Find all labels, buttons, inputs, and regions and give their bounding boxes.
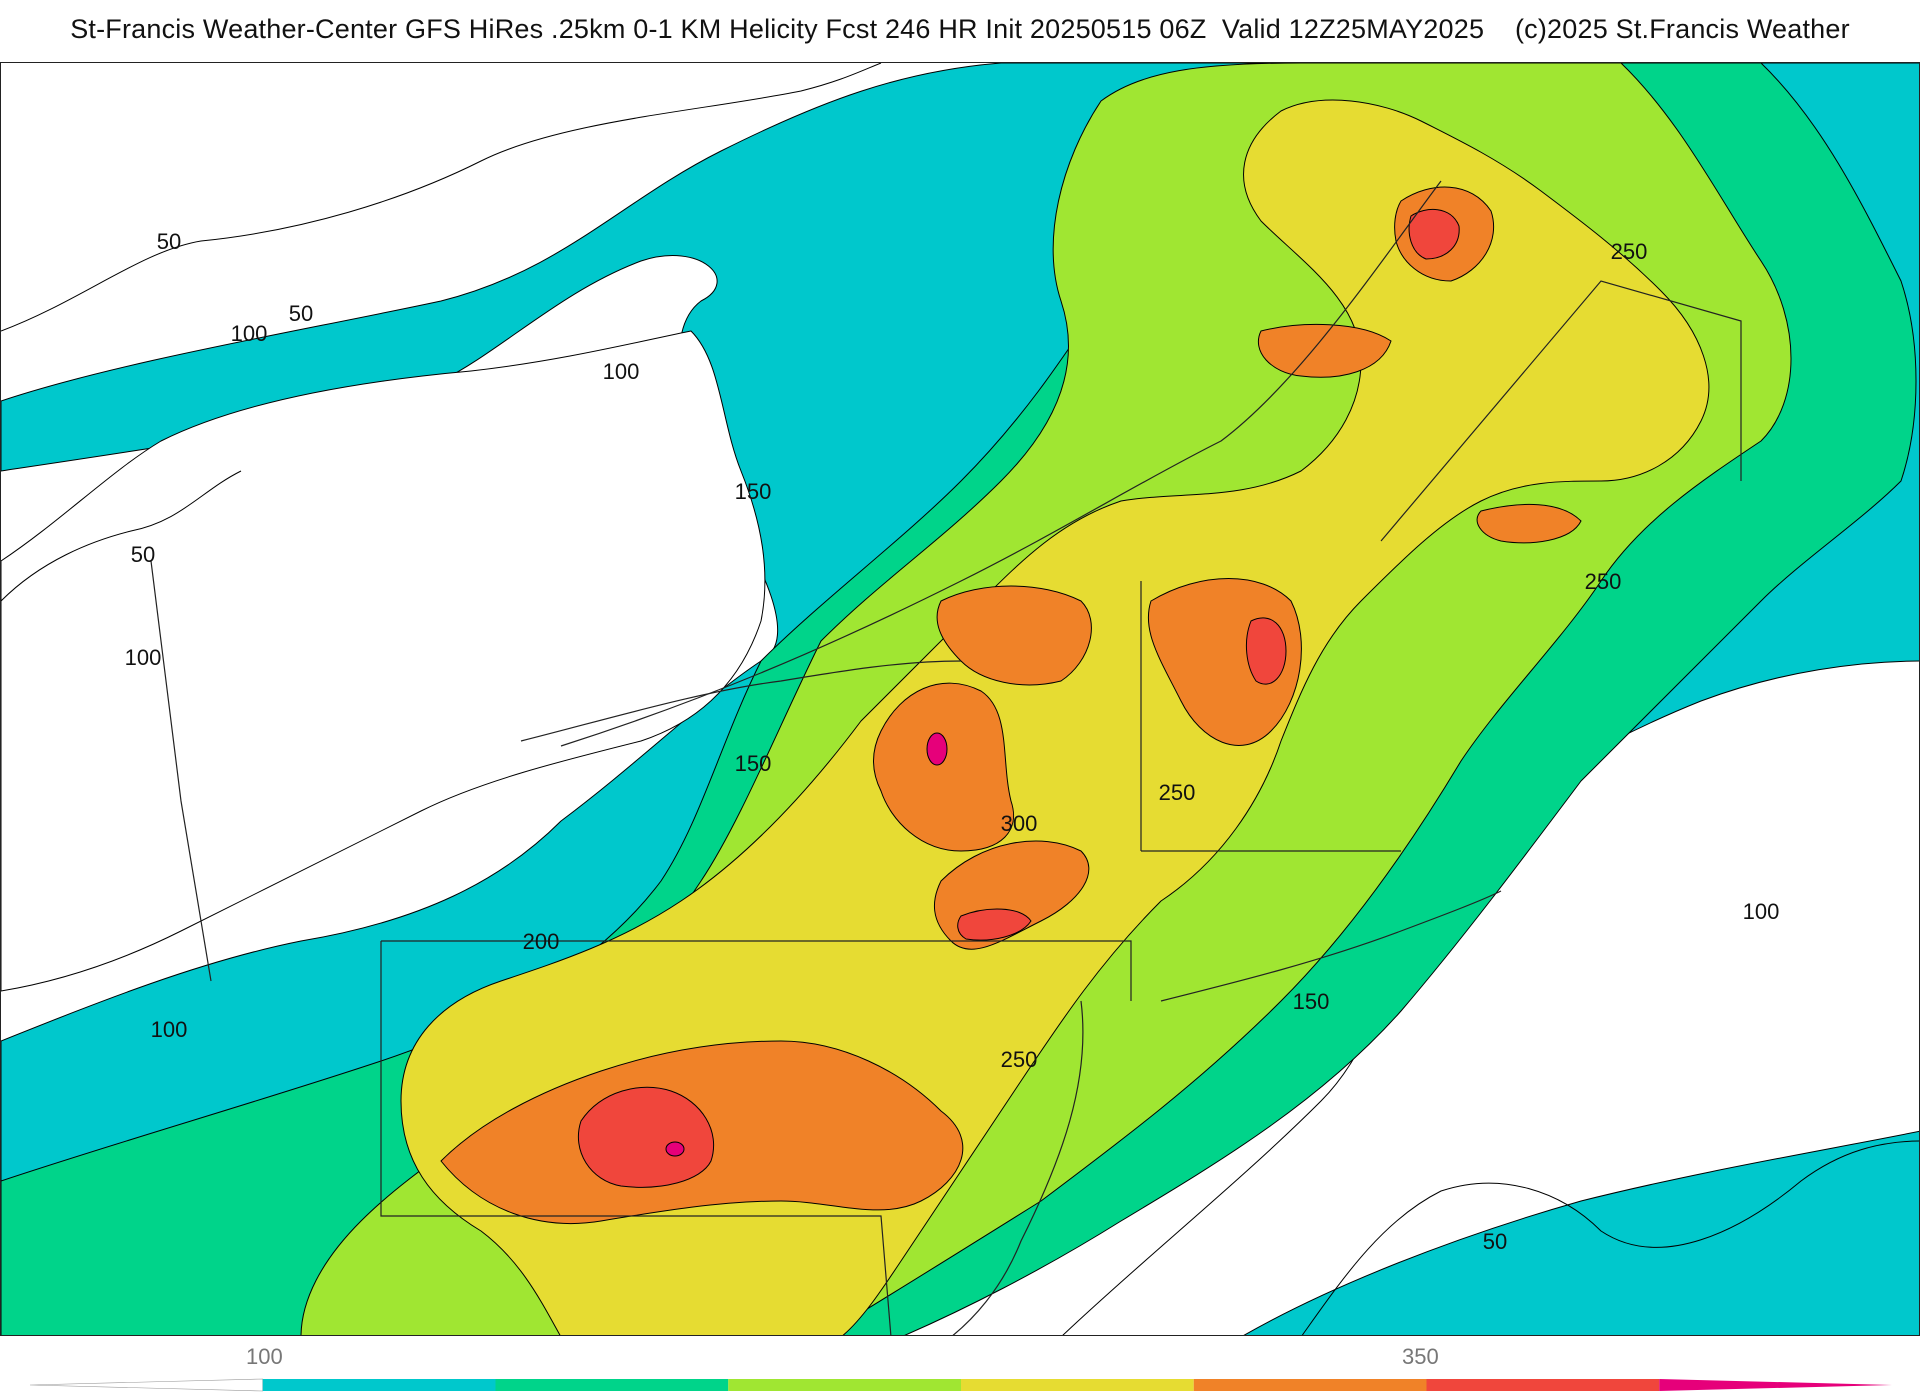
contour-fill-350b [1408, 208, 1460, 260]
chart-title: St-Francis Weather-Center GFS HiRes .25k… [70, 14, 1850, 44]
boundary-coast-nj [952, 1000, 1084, 1335]
contour-fill-350a [577, 1086, 715, 1188]
contour-fill-350d [957, 908, 1032, 941]
contour-label: 100 [231, 321, 268, 346]
boundary-pa-south [380, 941, 892, 1335]
colorbar-segment [30, 1378, 264, 1392]
colorbar-segment [1659, 1379, 1892, 1391]
contour-label: 300 [1001, 811, 1038, 836]
contour-label: 150 [1293, 989, 1330, 1014]
boundary-canada [560, 180, 1442, 747]
contour-fill-350c [1246, 617, 1287, 685]
boundary-michigan [150, 560, 212, 982]
boundary-ny-pa [381, 940, 1132, 1001]
contour-label: 250 [1585, 569, 1622, 594]
boundary-maine [1380, 280, 1742, 542]
boundary-long-island [1160, 890, 1502, 1002]
colorbar-segment [262, 1379, 496, 1391]
contour-label: 100 [151, 1017, 188, 1042]
contour-label: 50 [1483, 1229, 1507, 1254]
contour-labels: 50 50 100 100 50 100 150 150 200 300 250… [125, 229, 1780, 1254]
contour-fill-400b [665, 1141, 685, 1157]
helicity-contour-map: 50 50 100 100 50 100 150 150 200 300 250… [1, 63, 1919, 1335]
contour-label: 250 [1159, 780, 1196, 805]
helicity-map: 50 50 100 100 50 100 150 150 200 300 250… [0, 62, 1920, 1336]
colorbar-segment [1193, 1379, 1427, 1391]
contour-lines-50 [1, 63, 1919, 1335]
contour-label: 50 [157, 229, 181, 254]
contour-label: 50 [289, 301, 313, 326]
contour-label: 100 [603, 359, 640, 384]
contour-fill-300h [1476, 504, 1582, 544]
contour-label: 50 [131, 542, 155, 567]
contour-label: 200 [523, 929, 560, 954]
contour-label: 250 [1611, 239, 1648, 264]
colorbar-tick-label: 100 [246, 1344, 283, 1369]
boundaries [150, 180, 1742, 1335]
colorbar-segment [728, 1379, 961, 1391]
contour-fill-300b [873, 682, 1014, 852]
contour-fill-300c [936, 585, 1092, 686]
colorbar-segment [961, 1379, 1194, 1391]
contour-fill-300g [1257, 323, 1392, 378]
contour-label: 150 [735, 479, 772, 504]
boundary-lake-ontario [520, 660, 962, 742]
colorbar-tick-label: 350 [1402, 1344, 1439, 1369]
colorbar-segment [495, 1379, 729, 1391]
contour-label: 150 [735, 751, 772, 776]
contour-label: 250 [1001, 1047, 1038, 1072]
contour-label: 100 [1743, 899, 1780, 924]
contour-fill-ocean [1062, 660, 1919, 1335]
contour-fill-250 [400, 99, 1710, 1335]
contour-label: 100 [125, 645, 162, 670]
contour-fill-hole [1, 330, 766, 992]
colorbar-segment [1426, 1379, 1660, 1391]
colorbar [30, 1378, 1892, 1392]
contour-fill-400a [926, 732, 948, 766]
